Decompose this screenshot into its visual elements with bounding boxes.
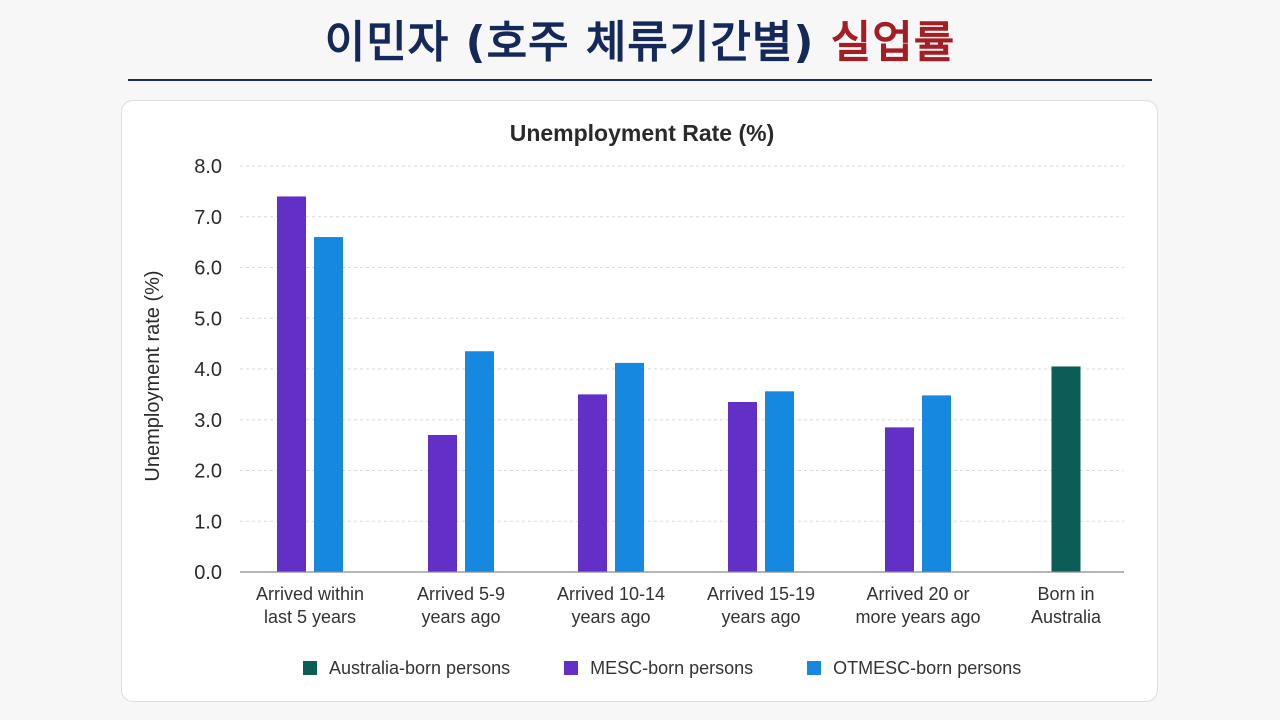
x-tick-label: Arrived 20 or (866, 584, 969, 604)
bar (1051, 366, 1081, 572)
legend-label: OTMESC-born persons (833, 657, 1022, 678)
y-tick-label: 7.0 (194, 207, 222, 229)
y-tick-label: 4.0 (194, 359, 222, 381)
y-tick-label: 2.0 (194, 461, 222, 483)
legend-item: Australia-born persons (303, 658, 510, 679)
legend-swatch (564, 661, 579, 675)
legend-item: MESC-born persons (564, 658, 753, 679)
x-tick-label: Arrived 10-14 (557, 584, 665, 604)
x-tick-label: Arrived within (256, 584, 364, 604)
y-tick-label: 3.0 (194, 410, 222, 432)
bar (615, 362, 644, 572)
gridlines (240, 165, 1124, 522)
x-tick-label: Arrived 15-19 (707, 584, 815, 604)
chart-legend: Australia-born persons MESC-born persons O… (303, 656, 1021, 680)
y-tick-label: 6.0 (194, 258, 222, 280)
bar (922, 395, 951, 572)
legend-label: MESC-born persons (590, 657, 754, 678)
legend-label: Australia-born persons (329, 657, 511, 678)
x-tick-label: years ago (721, 607, 800, 627)
x-tick-label: years ago (571, 607, 650, 627)
x-tick-label: more years ago (855, 607, 980, 627)
x-tick-label: years ago (421, 607, 500, 627)
x-tick-label: last 5 years (264, 607, 356, 627)
y-tick-label: 1.0 (194, 511, 222, 533)
slide-title-accent: 실업률 (830, 17, 956, 68)
bars (277, 196, 1081, 573)
bar (314, 237, 343, 573)
y-tick-label: 5.0 (194, 308, 222, 330)
legend-swatch (807, 661, 822, 675)
y-tick-label: 8.0 (194, 156, 222, 178)
slide-title: 이민자 (호주 체류기간별) 실업률 (0, 12, 1280, 74)
bar (728, 401, 757, 572)
x-tick-label: Arrived 5-9 (417, 584, 505, 604)
chart-title: Unemployment Rate (%) (510, 120, 775, 146)
bar (885, 427, 914, 572)
x-tick-label: Australia (1031, 607, 1102, 627)
legend-item: OTMESC-born persons (807, 658, 1021, 679)
y-axis-ticks: 0.0 1.0 2.0 3.0 4.0 5.0 6.0 7.0 8.0 (194, 156, 222, 584)
slide-title-main: 이민자 (호주 체류기간별) (324, 17, 815, 68)
bar (428, 434, 457, 572)
legend-swatch (303, 661, 317, 675)
bar (578, 394, 607, 572)
bar (765, 391, 794, 572)
y-tick-label: 0.0 (194, 562, 222, 584)
bar (465, 351, 494, 572)
x-tick-label: Born in (1037, 584, 1094, 604)
title-divider (128, 79, 1152, 81)
x-axis-ticks: Arrived within last 5 years Arrived 5-9 yea… (256, 584, 1102, 627)
bar (277, 196, 306, 572)
y-axis-title: Unemployment rate (%) (142, 270, 164, 481)
